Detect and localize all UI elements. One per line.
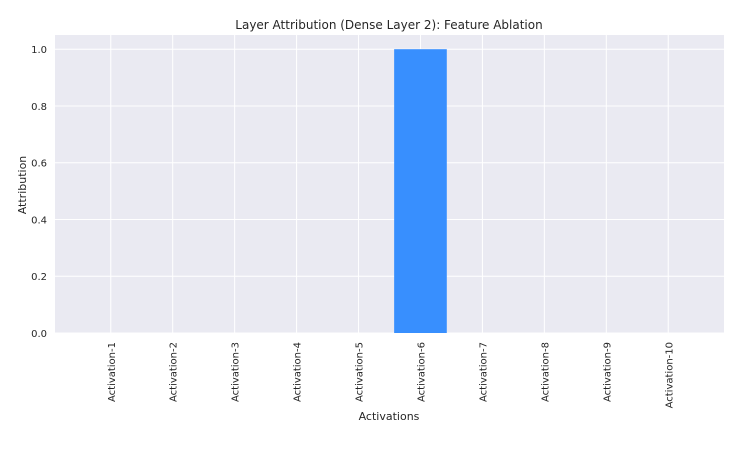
bars: [394, 49, 447, 333]
y-tick-label: 0.0: [31, 329, 47, 340]
x-tick-label: Activation-8: [540, 342, 551, 402]
x-tick-label: Activation-1: [107, 342, 118, 402]
x-tick-label: Activation-5: [355, 342, 366, 402]
x-tick-label: Activation-4: [293, 342, 304, 402]
x-tick-label: Activation-9: [602, 342, 613, 402]
x-tick-label: Activation-3: [231, 342, 242, 402]
y-tick-label: 0.4: [31, 215, 47, 226]
y-tick-label: 0.2: [31, 272, 47, 283]
y-tick-label: 0.6: [31, 159, 47, 170]
y-tick-label: 1.0: [31, 45, 47, 56]
plot-area: [55, 35, 724, 333]
x-tick-label: Activation-10: [664, 342, 675, 408]
x-tick-label: Activation-2: [169, 342, 180, 402]
y-axis-ticks: 0.0 0.2 0.4 0.6 0.8 1.0: [31, 45, 47, 340]
bar-activation-6: [394, 49, 447, 333]
x-axis-ticks: Activation-1 Activation-2 Activation-3 Acti…: [107, 342, 676, 408]
chart-title: Layer Attribution (Dense Layer 2): Featu…: [235, 18, 542, 32]
y-axis-label: Attribution: [16, 156, 29, 215]
x-axis-label: Activations: [359, 410, 420, 423]
x-tick-label: Activation-6: [416, 342, 427, 402]
x-tick-label: Activation-7: [478, 342, 489, 402]
y-tick-label: 0.8: [31, 102, 47, 113]
